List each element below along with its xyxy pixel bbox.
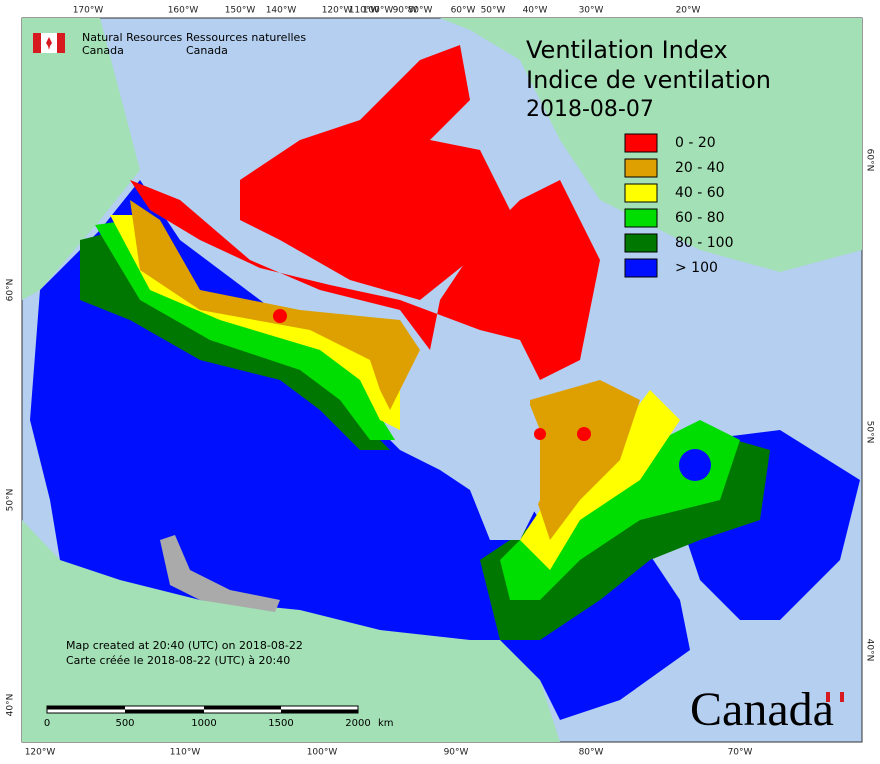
longitude-label: 120°W bbox=[322, 6, 353, 16]
flag-bar bbox=[57, 33, 65, 53]
scale-label: 1000 bbox=[191, 718, 216, 729]
longitude-label: 90°W bbox=[393, 6, 418, 16]
legend-swatch bbox=[624, 233, 658, 253]
title: Indice de ventilation bbox=[526, 66, 771, 94]
longitude-label: 100°W bbox=[307, 748, 338, 758]
title: Ventilation Index bbox=[526, 36, 728, 64]
scale-unit: km bbox=[378, 718, 394, 729]
longitude-label: 20°W bbox=[676, 6, 701, 16]
legend-label: 80 - 100 bbox=[675, 235, 734, 251]
agency-fr: Canada bbox=[186, 44, 228, 57]
legend-swatch bbox=[624, 258, 658, 278]
longitude-label: 100°W bbox=[363, 6, 394, 16]
maple-leaf bbox=[46, 37, 52, 50]
latitude-label: 60°N bbox=[6, 279, 16, 302]
longitude-label: 170°W bbox=[73, 6, 104, 16]
credit: Map created at 20:40 (UTC) on 2018-08-22 bbox=[66, 639, 303, 652]
scale-bar bbox=[46, 705, 359, 714]
wordmark: Canada bbox=[690, 683, 834, 736]
scale-label: 0 bbox=[44, 718, 50, 729]
legend-label: 20 - 40 bbox=[675, 160, 725, 176]
longitude-label: 40°W bbox=[523, 6, 548, 16]
legend-label: 60 - 80 bbox=[675, 210, 725, 226]
latitude-label: 50°N bbox=[6, 489, 16, 512]
longitude-label: 110°W bbox=[170, 748, 201, 758]
flag-bar bbox=[826, 692, 830, 702]
longitude-label: 50°W bbox=[481, 6, 506, 16]
agency-en: Natural Resources bbox=[82, 31, 183, 44]
latitude-label: 40°N bbox=[6, 694, 16, 717]
legend-swatch bbox=[624, 158, 658, 178]
longitude-label: 90°W bbox=[444, 748, 469, 758]
longitude-label: 150°W bbox=[225, 6, 256, 16]
scale-label: 2000 bbox=[345, 718, 370, 729]
longitude-label: 80°W bbox=[579, 748, 604, 758]
agency-en: Canada bbox=[82, 44, 124, 57]
credit: Carte créée le 2018-08-22 (UTC) à 20:40 bbox=[66, 654, 290, 667]
longitude-label: 110°W bbox=[349, 6, 380, 16]
latitude-label: 40°N bbox=[865, 639, 875, 662]
longitude-label: 80°W bbox=[408, 6, 433, 16]
latitude-label: 60°N bbox=[865, 149, 875, 172]
longitude-label: 70°W bbox=[728, 748, 753, 758]
date: 2018-08-07 bbox=[526, 97, 654, 122]
longitude-label: 160°W bbox=[168, 6, 199, 16]
legend-swatch bbox=[624, 208, 658, 228]
longitude-label: 120°W bbox=[25, 748, 56, 758]
flag-bar bbox=[33, 33, 41, 53]
scale-label: 1500 bbox=[268, 718, 293, 729]
legend-label: 40 - 60 bbox=[675, 185, 725, 201]
scale-label: 500 bbox=[115, 718, 134, 729]
longitude-label: 140°W bbox=[266, 6, 297, 16]
legend-swatch bbox=[624, 133, 658, 153]
legend-label: > 100 bbox=[675, 260, 718, 276]
latitude-label: 50°N bbox=[865, 421, 875, 444]
legend-label: 0 - 20 bbox=[675, 135, 716, 151]
longitude-label: 60°W bbox=[451, 6, 476, 16]
flag-bar bbox=[840, 692, 844, 702]
longitude-label: 30°W bbox=[579, 6, 604, 16]
legend-swatch bbox=[624, 183, 658, 203]
agency-fr: Ressources naturelles bbox=[186, 31, 306, 44]
